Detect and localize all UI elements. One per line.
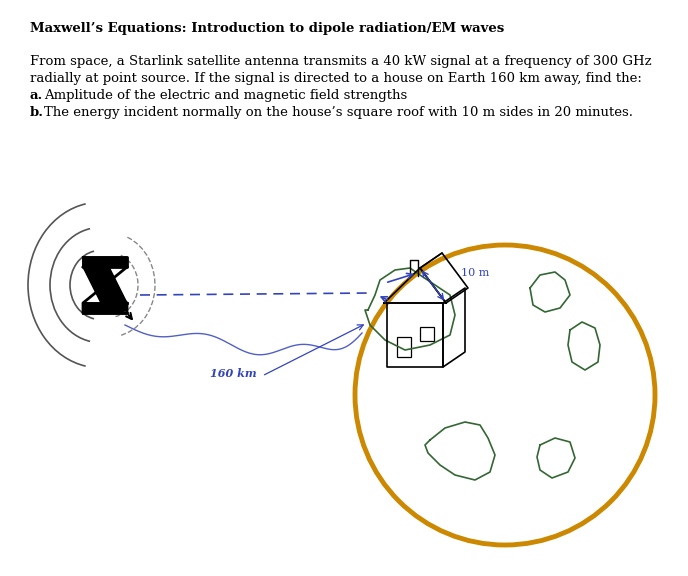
- Bar: [397, 337, 411, 357]
- Text: 10 m: 10 m: [461, 268, 489, 278]
- Text: 160 km: 160 km: [210, 368, 257, 379]
- Bar: [420, 327, 434, 341]
- Text: radially at point source. If the signal is directed to a house on Earth 160 km a: radially at point source. If the signal …: [30, 72, 642, 85]
- Text: a.: a.: [30, 89, 43, 102]
- Text: Maxwell’s Equations: Introduction to dipole radiation/EM waves: Maxwell’s Equations: Introduction to dip…: [30, 22, 504, 35]
- Text: Amplitude of the electric and magnetic field strengths: Amplitude of the electric and magnetic f…: [44, 89, 407, 102]
- Polygon shape: [83, 257, 127, 313]
- Text: The energy incident normally on the house’s square roof with 10 m sides in 20 mi: The energy incident normally on the hous…: [44, 106, 633, 119]
- Text: b.: b.: [30, 106, 44, 119]
- Text: From space, a Starlink satellite antenna transmits a 40 kW signal at a frequency: From space, a Starlink satellite antenna…: [30, 55, 652, 68]
